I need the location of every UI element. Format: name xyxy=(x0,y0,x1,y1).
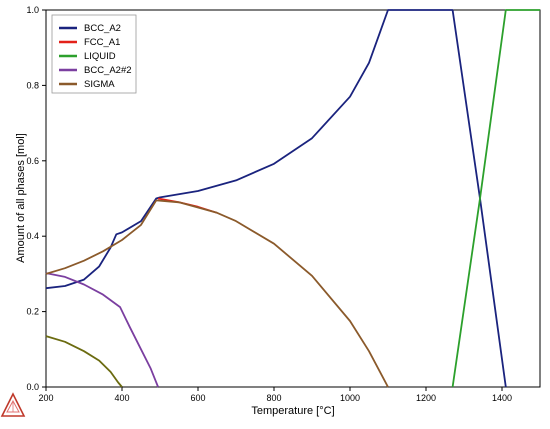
x-tick-label: 400 xyxy=(114,393,129,403)
y-axis-label: Amount of all phases [mol] xyxy=(15,133,27,263)
series-line-unlabeled-5 xyxy=(45,335,123,388)
x-tick-label: 1400 xyxy=(492,393,512,403)
series-line-liquid xyxy=(451,9,540,388)
x-tick-label: 600 xyxy=(190,393,205,403)
x-tick-label: 800 xyxy=(266,393,281,403)
x-tick-label: 1000 xyxy=(340,393,360,403)
ticks-layer: 200 400 600 800 1000 1200 1400 0.0 0.2 0.4 0.6 0.8 1… xyxy=(26,5,512,403)
x-axis-label: Temperature [°C] xyxy=(251,405,334,417)
legend-label-liquid: LIQUID xyxy=(84,51,116,62)
series-line-bcc-a2 xyxy=(45,9,507,388)
x-tick-label: 200 xyxy=(38,393,53,403)
thermo-calc-logo xyxy=(0,392,26,417)
series-layer xyxy=(45,9,540,388)
series-line-sigma xyxy=(45,199,389,388)
y-tick-label: 0.2 xyxy=(26,307,39,317)
legend-label-sigma: SIGMA xyxy=(84,79,115,90)
y-tick-label: 1.0 xyxy=(26,5,39,15)
legend-label-bcc-a2-2: BCC_A2#2 xyxy=(84,65,132,76)
y-tick-label: 0.6 xyxy=(26,156,39,166)
y-tick-label: 0.8 xyxy=(26,80,39,90)
series-line-bcc-a2-2 xyxy=(45,272,159,388)
legend-label-bcc-a2: BCC_A2 xyxy=(84,23,121,34)
y-tick-label: 0.4 xyxy=(26,231,39,241)
y-tick-label: 0.0 xyxy=(26,382,39,392)
legend-label-fcc-a1: FCC_A1 xyxy=(84,37,120,48)
legend: BCC_A2 FCC_A1 LIQUID BCC_A2#2 SIGMA xyxy=(51,14,137,94)
x-tick-label: 1200 xyxy=(416,393,436,403)
